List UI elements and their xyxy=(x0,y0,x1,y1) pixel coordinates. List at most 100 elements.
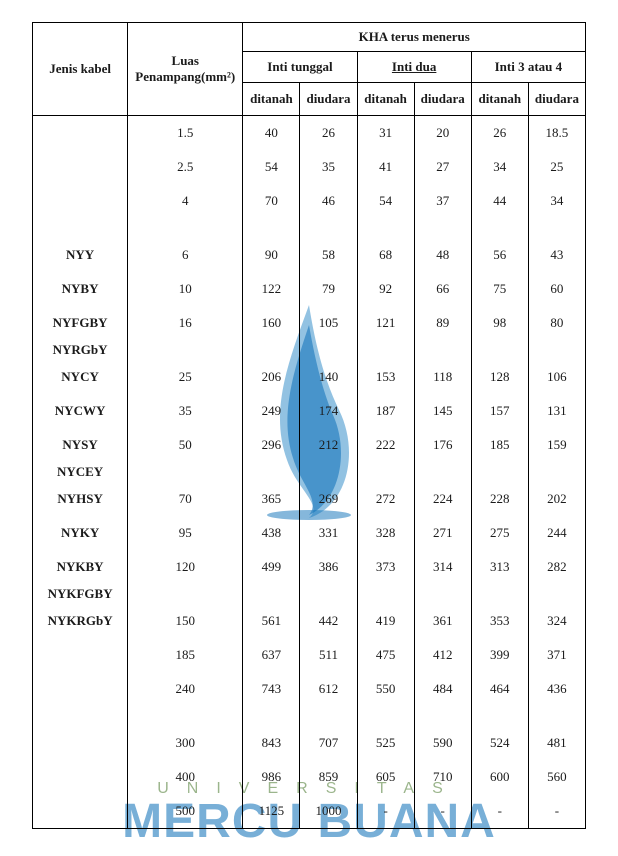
cell-value: 442 xyxy=(300,604,357,638)
cell-value xyxy=(357,340,414,360)
cell-cable-label xyxy=(33,706,128,726)
cell-value xyxy=(300,340,357,360)
cell-cable-label xyxy=(33,726,128,760)
cell-value: 212 xyxy=(300,428,357,462)
cell-luas xyxy=(128,218,243,238)
cell-value: 511 xyxy=(300,638,357,672)
cell-value: 54 xyxy=(357,184,414,218)
cell-value: - xyxy=(357,794,414,829)
cell-value xyxy=(414,340,471,360)
cell-value: 637 xyxy=(243,638,300,672)
cell-cable-label: NYKFGBY xyxy=(33,584,128,604)
cell-value: 54 xyxy=(243,150,300,184)
cell-luas: 10 xyxy=(128,272,243,306)
cell-cable-label: NYBY xyxy=(33,272,128,306)
cell-value: 743 xyxy=(243,672,300,706)
cell-value: 92 xyxy=(357,272,414,306)
cell-luas xyxy=(128,584,243,604)
cell-value: 89 xyxy=(414,306,471,340)
cell-value: 550 xyxy=(357,672,414,706)
cell-value: 80 xyxy=(528,306,585,340)
cell-value: 79 xyxy=(300,272,357,306)
cell-value: 153 xyxy=(357,360,414,394)
cell-value: 249 xyxy=(243,394,300,428)
cell-value: - xyxy=(414,794,471,829)
cell-luas: 185 xyxy=(128,638,243,672)
cell-cable-label: NYFGBY xyxy=(33,306,128,340)
cell-value xyxy=(243,340,300,360)
cell-value: 228 xyxy=(471,482,528,516)
cell-cable-label: NYY xyxy=(33,238,128,272)
cell-value: 128 xyxy=(471,360,528,394)
cell-value: - xyxy=(528,794,585,829)
cell-value: 986 xyxy=(243,760,300,794)
cell-value: 41 xyxy=(357,150,414,184)
cell-value xyxy=(414,218,471,238)
cell-luas: 70 xyxy=(128,482,243,516)
cell-value xyxy=(357,218,414,238)
table-body: 1.5402631202618.52.554354127342547046543… xyxy=(33,116,586,829)
cell-value: 269 xyxy=(300,482,357,516)
cell-value: 371 xyxy=(528,638,585,672)
cell-value: 282 xyxy=(528,550,585,584)
cell-value: 1000 xyxy=(300,794,357,829)
cell-luas: 95 xyxy=(128,516,243,550)
cell-value: 600 xyxy=(471,760,528,794)
cell-value xyxy=(300,218,357,238)
cell-value xyxy=(471,462,528,482)
cell-value xyxy=(528,340,585,360)
cell-value: 328 xyxy=(357,516,414,550)
cell-value: 464 xyxy=(471,672,528,706)
cell-cable-label: NYCEY xyxy=(33,462,128,482)
header-ditanah: ditanah xyxy=(243,83,300,116)
cell-value: 122 xyxy=(243,272,300,306)
cell-value: 331 xyxy=(300,516,357,550)
cell-value: 157 xyxy=(471,394,528,428)
cell-value: - xyxy=(471,794,528,829)
cell-value: 438 xyxy=(243,516,300,550)
cell-value xyxy=(471,706,528,726)
cell-value: 174 xyxy=(300,394,357,428)
cell-value: 31 xyxy=(357,116,414,151)
cell-cable-label: NYKBY xyxy=(33,550,128,584)
cell-value: 176 xyxy=(414,428,471,462)
cell-value xyxy=(528,218,585,238)
cell-cable-label: NYKY xyxy=(33,516,128,550)
cell-value: 187 xyxy=(357,394,414,428)
cell-value xyxy=(357,462,414,482)
header-inti-tunggal: Inti tunggal xyxy=(243,52,357,83)
cell-cable-label xyxy=(33,218,128,238)
cell-value: 105 xyxy=(300,306,357,340)
cell-value xyxy=(243,462,300,482)
cell-cable-label xyxy=(33,638,128,672)
cell-value: 140 xyxy=(300,360,357,394)
cell-value: 524 xyxy=(471,726,528,760)
cell-luas: 35 xyxy=(128,394,243,428)
header-luas-text: Luas Penampang(mm²) xyxy=(135,53,235,84)
cell-cable-label: NYSY xyxy=(33,428,128,462)
cell-cable-label xyxy=(33,116,128,151)
cell-value: 121 xyxy=(357,306,414,340)
cell-value: 48 xyxy=(414,238,471,272)
cell-value: 26 xyxy=(471,116,528,151)
cell-value: 185 xyxy=(471,428,528,462)
cell-value: 44 xyxy=(471,184,528,218)
cell-value xyxy=(243,706,300,726)
cell-value: 98 xyxy=(471,306,528,340)
header-ditanah: ditanah xyxy=(471,83,528,116)
cell-luas: 2.5 xyxy=(128,150,243,184)
cell-value: 499 xyxy=(243,550,300,584)
cell-cable-label xyxy=(33,672,128,706)
cell-value: 436 xyxy=(528,672,585,706)
cell-luas: 240 xyxy=(128,672,243,706)
cell-value: 525 xyxy=(357,726,414,760)
cell-value: 365 xyxy=(243,482,300,516)
cell-value: 58 xyxy=(300,238,357,272)
cell-value: 202 xyxy=(528,482,585,516)
cell-value: 272 xyxy=(357,482,414,516)
cell-value xyxy=(414,706,471,726)
cell-value: 131 xyxy=(528,394,585,428)
cell-value: 46 xyxy=(300,184,357,218)
cell-value: 324 xyxy=(528,604,585,638)
cell-value: 271 xyxy=(414,516,471,550)
